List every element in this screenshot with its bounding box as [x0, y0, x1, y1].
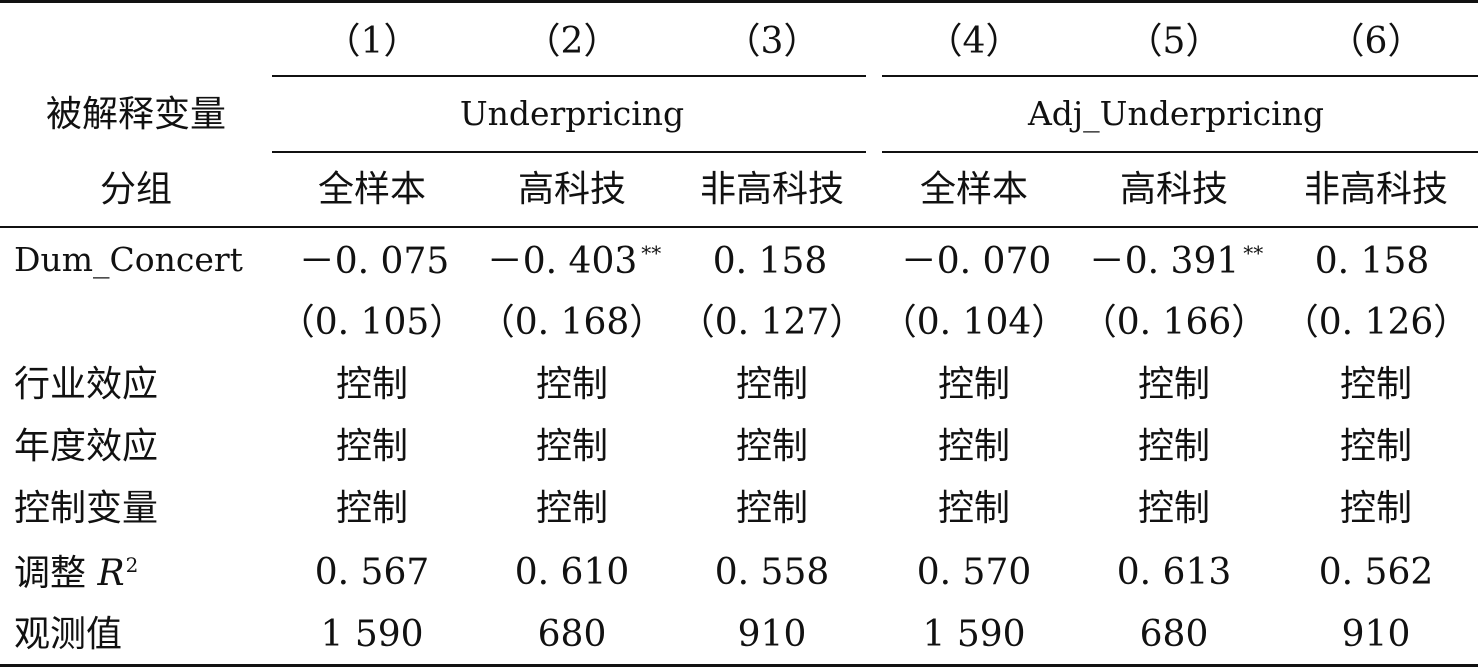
- control-cell: 控制: [1339, 426, 1413, 467]
- std-error: （0. 105）: [278, 302, 466, 343]
- col-number: （4）: [926, 21, 1022, 62]
- col-number: （6）: [1328, 21, 1424, 62]
- std-error: （0. 166）: [1080, 302, 1268, 343]
- control-cell: 控制: [1137, 364, 1211, 405]
- obs-value: 680: [537, 614, 607, 655]
- control-cell: 控制: [937, 488, 1011, 529]
- row-label-controls: 控制变量: [14, 488, 159, 529]
- control-cell: 控制: [735, 364, 809, 405]
- coef-cell: －0. 070: [901, 243, 1056, 280]
- control-cell: 控制: [735, 426, 809, 467]
- adj-r2-value: 0. 562: [1318, 552, 1434, 593]
- obs-value: 1 590: [320, 614, 424, 655]
- group-name: 非高科技: [699, 169, 845, 210]
- underline-group-right: [882, 75, 1478, 77]
- control-cell: 控制: [535, 426, 609, 467]
- coef-cell: －0. 075: [299, 243, 454, 280]
- adj-r2-value: 0. 613: [1116, 552, 1232, 593]
- control-cell: 控制: [937, 426, 1011, 467]
- coef-cell: －0. 403 **: [487, 243, 662, 280]
- control-cell: 控制: [1339, 364, 1413, 405]
- row-label-obs: 观测值: [14, 614, 123, 655]
- top-rule: [0, 0, 1478, 3]
- std-error: （0. 104）: [880, 302, 1068, 343]
- coef-value: －0. 075: [298, 241, 450, 282]
- row-label-year: 年度效应: [14, 426, 159, 467]
- dep-var-right: Adj_Underpricing: [1027, 94, 1325, 133]
- obs-value: 910: [737, 614, 807, 655]
- control-cell: 控制: [1339, 488, 1413, 529]
- control-cell: 控制: [937, 364, 1011, 405]
- significance-stars: **: [1243, 241, 1264, 265]
- coef-value: －0. 391: [1088, 241, 1240, 282]
- control-cell: 控制: [535, 364, 609, 405]
- adj-r2-var: R: [97, 553, 125, 594]
- col-number: （3）: [724, 21, 820, 62]
- dep-var-label: 被解释变量: [45, 94, 227, 135]
- coef-cell: 0. 158: [713, 243, 832, 280]
- row-label-industry: 行业效应: [14, 364, 159, 405]
- coef-value: －0. 403: [486, 241, 638, 282]
- row-label-adj-r2: 调整 R2: [14, 555, 138, 592]
- group-name: 非高科技: [1303, 169, 1449, 210]
- std-error: （0. 126）: [1282, 302, 1470, 343]
- control-cell: 控制: [335, 426, 409, 467]
- adj-r2-sup: 2: [125, 553, 139, 577]
- control-cell: 控制: [1137, 426, 1211, 467]
- adj-r2-value: 0. 610: [514, 552, 630, 593]
- control-cell: 控制: [735, 488, 809, 529]
- obs-value: 1 590: [922, 614, 1026, 655]
- col-number: （5）: [1126, 21, 1222, 62]
- row-label-dum-concert: Dum_Concert: [14, 240, 243, 279]
- adj-r2-value: 0. 558: [714, 552, 830, 593]
- coef-cell: 0. 158: [1315, 243, 1434, 280]
- adj-r2-value: 0. 567: [314, 552, 430, 593]
- significance-stars: **: [641, 241, 662, 265]
- underline-group-left: [272, 75, 866, 77]
- bottom-rule: [0, 664, 1478, 667]
- group-name: 全样本: [317, 169, 427, 210]
- group-label: 分组: [99, 169, 173, 210]
- col-number: （1）: [324, 21, 420, 62]
- group-name: 高科技: [1119, 169, 1229, 210]
- dep-var-left: Underpricing: [459, 94, 685, 133]
- control-cell: 控制: [335, 364, 409, 405]
- coef-value: 0. 158: [1314, 241, 1430, 282]
- coef-cell: －0. 391 **: [1089, 243, 1264, 280]
- col-number: （2）: [524, 21, 620, 62]
- control-cell: 控制: [535, 488, 609, 529]
- group-name: 全样本: [919, 169, 1029, 210]
- header-bottom-rule: [0, 226, 1478, 228]
- underline-depvar-left: [272, 151, 866, 153]
- obs-value: 910: [1341, 614, 1411, 655]
- coef-value: －0. 070: [900, 241, 1052, 282]
- std-error: （0. 168）: [478, 302, 666, 343]
- control-cell: 控制: [335, 488, 409, 529]
- adj-r2-value: 0. 570: [916, 552, 1032, 593]
- underline-depvar-right: [882, 151, 1478, 153]
- control-cell: 控制: [1137, 488, 1211, 529]
- obs-value: 680: [1139, 614, 1209, 655]
- group-name: 高科技: [517, 169, 627, 210]
- std-error: （0. 127）: [678, 302, 866, 343]
- adj-r2-prefix: 调整: [14, 553, 98, 594]
- coef-value: 0. 158: [712, 241, 828, 282]
